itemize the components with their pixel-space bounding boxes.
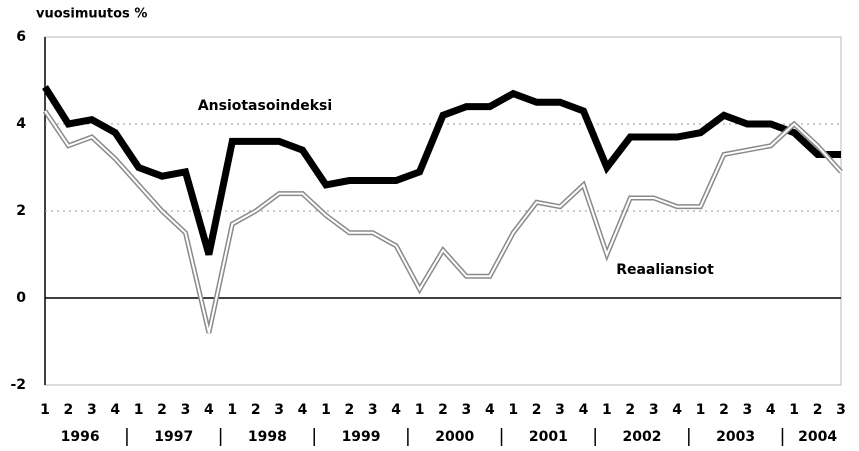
year-label: 1997 bbox=[154, 429, 193, 445]
series-line-inner bbox=[44, 110, 842, 334]
year-label: 2000 bbox=[435, 429, 474, 445]
year-label: 2001 bbox=[529, 429, 568, 445]
x-tick-label: 3 bbox=[181, 402, 191, 418]
x-tick-label: 2 bbox=[438, 402, 448, 418]
x-tick-label: 4 bbox=[579, 402, 589, 418]
x-tick-label: 4 bbox=[298, 402, 308, 418]
x-tick-label: 4 bbox=[485, 402, 495, 418]
y-tick-label: 6 bbox=[16, 29, 26, 45]
x-tick-label: 1 bbox=[508, 402, 518, 418]
series-line bbox=[42, 85, 841, 256]
x-tick-label: 3 bbox=[649, 402, 659, 418]
y-tick-label: -2 bbox=[10, 377, 26, 393]
x-tick-label: 2 bbox=[719, 402, 729, 418]
y-tick-label: 4 bbox=[16, 116, 26, 132]
x-tick-label: 2 bbox=[625, 402, 635, 418]
x-tick-label: 1 bbox=[415, 402, 425, 418]
x-tick-label: 2 bbox=[532, 402, 542, 418]
x-tick-label: 4 bbox=[766, 402, 776, 418]
year-label: 2002 bbox=[623, 429, 662, 445]
y-tick-label: 2 bbox=[16, 203, 26, 219]
x-tick-label: 1 bbox=[40, 402, 50, 418]
x-tick-label: 4 bbox=[110, 402, 120, 418]
x-tick-label: 1 bbox=[602, 402, 612, 418]
year-label: 1999 bbox=[342, 429, 381, 445]
x-tick-label: 1 bbox=[789, 402, 799, 418]
year-label: 1998 bbox=[248, 429, 287, 445]
series-label: Reaaliansiot bbox=[616, 262, 714, 278]
x-tick-label: 3 bbox=[368, 402, 378, 418]
x-tick-label: 3 bbox=[836, 402, 846, 418]
series-line bbox=[42, 109, 843, 334]
x-tick-label: 2 bbox=[251, 402, 261, 418]
x-tick-label: 2 bbox=[813, 402, 823, 418]
series-label: Ansiotasoindeksi bbox=[198, 98, 332, 114]
x-tick-label: 2 bbox=[344, 402, 354, 418]
year-label: 2004 bbox=[798, 429, 837, 445]
year-label: 2003 bbox=[716, 429, 755, 445]
x-tick-label: 1 bbox=[134, 402, 144, 418]
y-axis-label: vuosimuutos % bbox=[36, 7, 147, 22]
x-tick-label: 1 bbox=[696, 402, 706, 418]
x-tick-label: 3 bbox=[87, 402, 97, 418]
x-tick-label: 4 bbox=[672, 402, 682, 418]
year-label: 1996 bbox=[61, 429, 100, 445]
x-tick-label: 1 bbox=[321, 402, 331, 418]
x-tick-label: 4 bbox=[391, 402, 401, 418]
x-tick-label: 3 bbox=[274, 402, 284, 418]
x-tick-label: 3 bbox=[742, 402, 752, 418]
x-tick-label: 3 bbox=[555, 402, 565, 418]
y-tick-label: 0 bbox=[16, 290, 26, 306]
x-tick-label: 3 bbox=[462, 402, 472, 418]
x-tick-label: 2 bbox=[157, 402, 167, 418]
x-tick-label: 1 bbox=[227, 402, 237, 418]
x-tick-label: 2 bbox=[64, 402, 74, 418]
x-tick-label: 4 bbox=[204, 402, 214, 418]
